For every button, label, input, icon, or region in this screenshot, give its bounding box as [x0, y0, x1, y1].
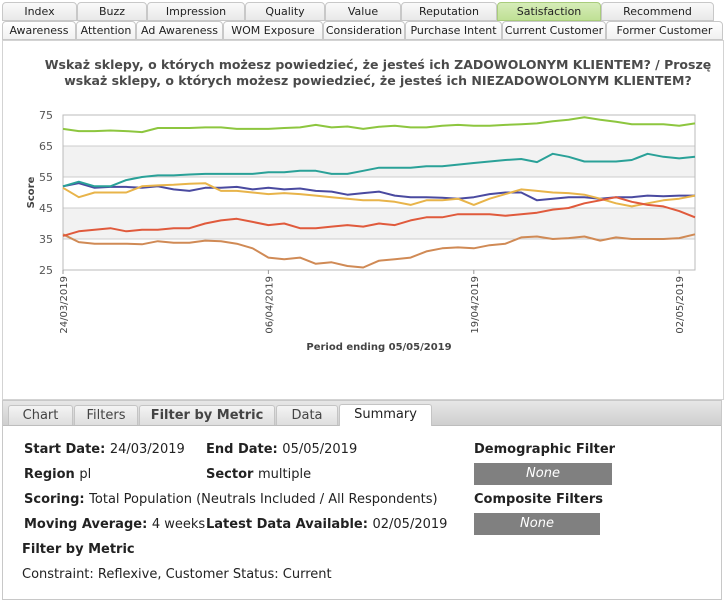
sector-label: Sector [206, 467, 254, 482]
y-tick-label: 65 [39, 140, 53, 153]
sub-tab-consideration[interactable]: Consideration [323, 21, 405, 40]
sub-tab-former-customer[interactable]: Former Customer [606, 21, 723, 40]
top-tab-buzz[interactable]: Buzz [77, 2, 147, 21]
sub-tab-ad-awareness[interactable]: Ad Awareness [136, 21, 223, 40]
bottom-tab-summary[interactable]: Summary [339, 404, 432, 426]
filter-by-metric-heading: Filter by Metric [22, 542, 135, 557]
region-row: Region pl [24, 467, 91, 482]
bottom-panel: Chart Filters Filter by Metric Data Summary … [2, 400, 722, 600]
moving-average-value: 4 weeks [151, 517, 206, 532]
composite-filters-heading: Composite Filters [474, 492, 603, 507]
sector-row: Sector multiple [206, 467, 311, 482]
line-chart: 25 35 45 55 65 75 24/03/2019 06/04/2019 19/04/20… [26, 109, 696, 353]
top-tab-satisfaction[interactable]: Satisfaction [497, 2, 601, 21]
bottom-tab-filters[interactable]: Filters [74, 405, 138, 425]
y-tick-label: 75 [39, 109, 53, 122]
sub-tab-wom-exposure[interactable]: WOM Exposure [223, 21, 323, 40]
top-tab-quality[interactable]: Quality [245, 2, 325, 21]
end-date-row: End Date: 05/05/2019 [206, 442, 357, 457]
sub-tab-current-customer[interactable]: Current Customer [502, 21, 606, 40]
demographic-filter-heading: Demographic Filter [474, 442, 616, 457]
scoring-row: Scoring: Total Population (Neutrals Incl… [24, 492, 438, 507]
chart-panel: Wskaż sklepy, o których możesz powiedzie… [2, 40, 724, 427]
moving-average-label: Moving Average: [24, 517, 148, 532]
y-tick-label: 45 [39, 202, 53, 215]
x-tick-label: 02/05/2019 [675, 276, 686, 334]
scoring-label: Scoring: [24, 492, 85, 507]
top-tab-value[interactable]: Value [325, 2, 401, 21]
series-line-carrefour [62, 196, 696, 237]
series-line-auchan [62, 182, 696, 208]
sub-tab-awareness[interactable]: Awareness [2, 21, 76, 40]
bottom-tab-bar: Chart Filters Filter by Metric Data Summary [3, 401, 721, 426]
start-date-label: Start Date: [24, 442, 106, 457]
sub-tab-attention[interactable]: Attention [76, 21, 136, 40]
series-line-tesco [62, 233, 696, 269]
series-line-kaufland [62, 152, 696, 188]
bottom-tab-filter-by-metric[interactable]: Filter by Metric [139, 405, 275, 425]
y-tick-label: 35 [39, 233, 53, 246]
chart-title: Wskaż sklepy, o których możesz powiedzie… [44, 57, 712, 88]
latest-data-value: 02/05/2019 [372, 517, 448, 532]
sector-value: multiple [257, 467, 312, 482]
top-tab-reputation[interactable]: Reputation [401, 2, 497, 21]
scoring-value: Total Population (Neutrals Included / Al… [89, 492, 438, 507]
bottom-tab-chart[interactable]: Chart [8, 405, 73, 425]
top-tab-bar: Index Buzz Impression Quality Value Reputatio… [0, 2, 725, 21]
sub-tab-bar: Awareness Attention Ad Awareness WOM Exposu… [0, 21, 725, 40]
sub-tab-purchase-intent[interactable]: Purchase Intent [405, 21, 502, 40]
region-label: Region [24, 467, 75, 482]
latest-data-label: Latest Data Available: [206, 517, 368, 532]
start-date-row: Start Date: 24/03/2019 [24, 442, 185, 457]
y-tick-label: 55 [39, 171, 53, 184]
plot-band [63, 239, 695, 270]
x-tick-label: 06/04/2019 [264, 276, 275, 334]
series-line-biedronka [62, 182, 695, 202]
y-tick-label: 25 [39, 264, 53, 277]
x-axis-title: Period ending 05/05/2019 [306, 342, 451, 353]
top-tab-index[interactable]: Index [2, 2, 77, 21]
constraint-text: Constraint: Reflexive, Customer Status: … [22, 567, 332, 582]
plot-border [62, 114, 696, 271]
start-date-value: 24/03/2019 [109, 442, 185, 457]
end-date-label: End Date: [206, 442, 278, 457]
moving-average-row: Moving Average: 4 weeks [24, 517, 205, 532]
composite-filters-value[interactable]: None [474, 513, 600, 535]
plot-band [63, 115, 695, 146]
x-tick-label: 19/04/2019 [470, 276, 481, 334]
top-tab-recommend[interactable]: Recommend [601, 2, 714, 21]
series-line-lidl [62, 116, 696, 134]
latest-data-row: Latest Data Available: 02/05/2019 [206, 517, 447, 532]
top-tab-impression[interactable]: Impression [147, 2, 245, 21]
bottom-tab-data[interactable]: Data [276, 405, 338, 425]
x-tick-label: 24/03/2019 [59, 276, 70, 334]
end-date-value: 05/05/2019 [282, 442, 358, 457]
y-axis-title: Score [26, 176, 37, 208]
region-value: pl [79, 467, 92, 482]
demographic-filter-value[interactable]: None [474, 463, 612, 485]
